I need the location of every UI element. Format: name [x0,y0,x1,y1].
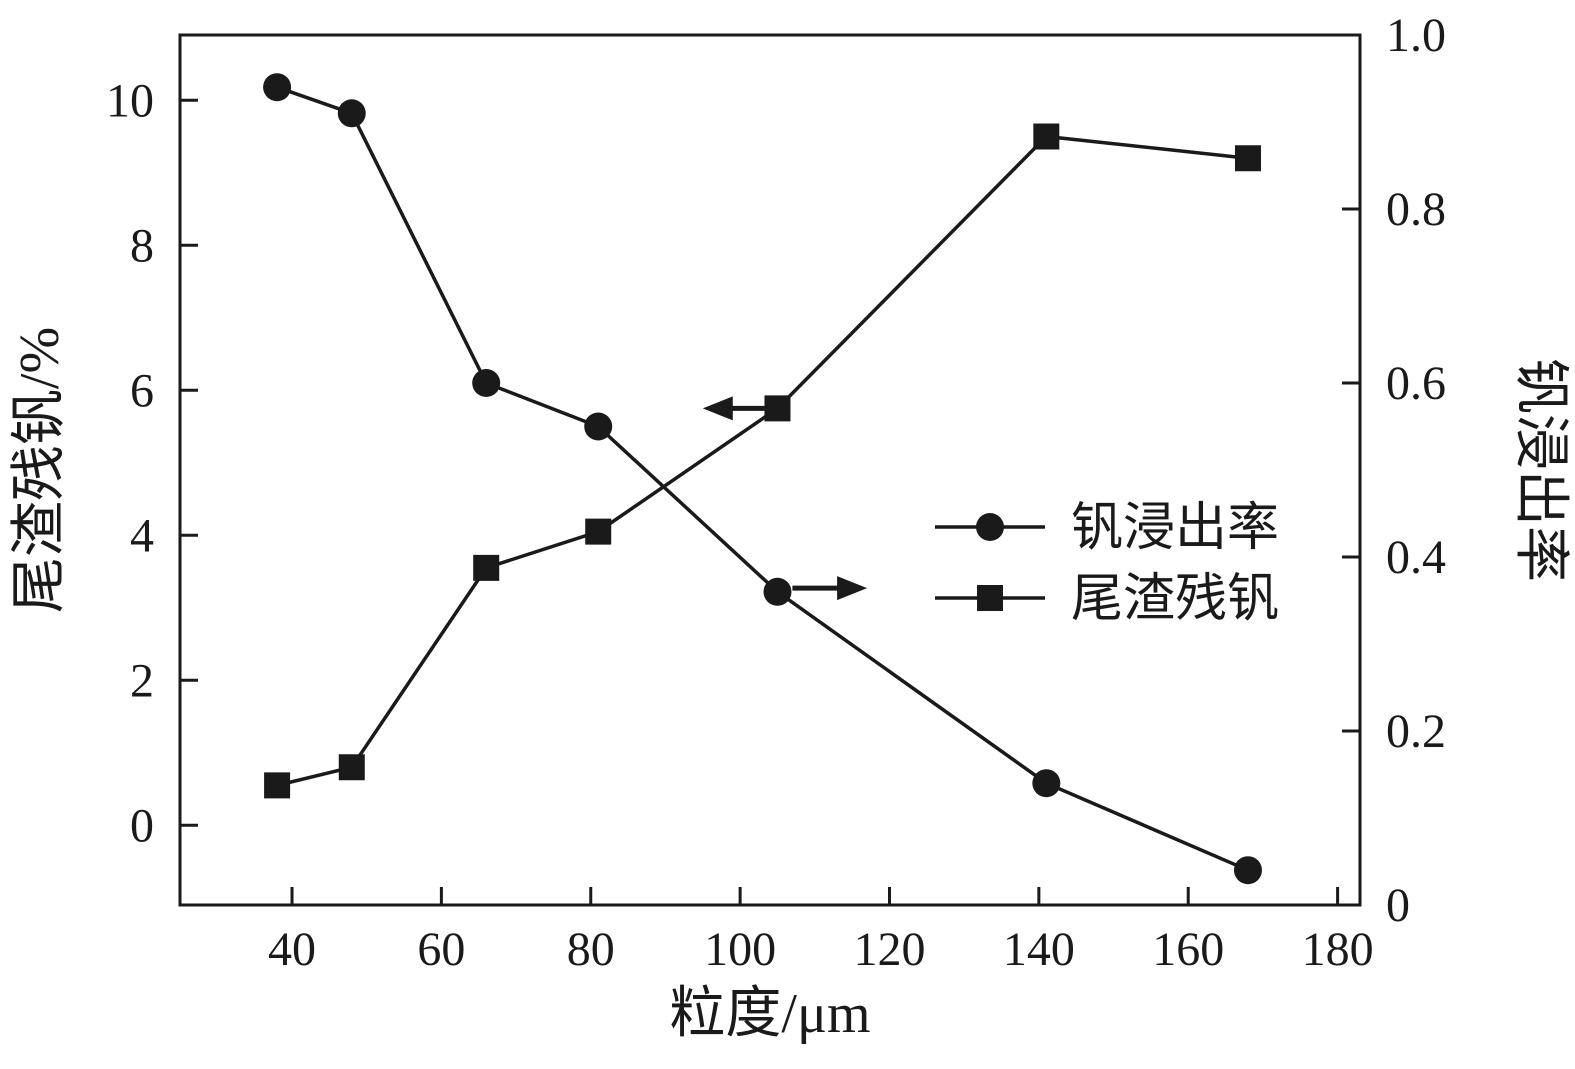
data-point-square [264,772,291,799]
x-tick-label: 180 [1302,923,1374,976]
x-tick-label: 140 [1003,923,1075,976]
right-tick-label: 0.6 [1386,357,1446,410]
left-axis-label: 尾渣残钒/% [9,327,71,613]
right-tick-label: 0.4 [1386,531,1446,584]
plot-frame [178,33,1362,907]
right-tick-label: 0.8 [1386,183,1446,236]
data-point-square [1033,123,1060,150]
left-tick-label: 6 [130,364,154,417]
legend-marker-circle [976,513,1004,541]
series-line-square [276,134,1249,788]
data-point-circle [337,99,366,128]
data-point-square [1234,145,1261,172]
data-point-square [585,518,612,545]
x-tick-label: 100 [704,923,776,976]
legend-label: 钒浸出率 [1071,500,1279,557]
right-axis-label: 钒浸出率 [1509,358,1571,582]
data-point-circle [584,412,613,441]
data-point-circle [1233,856,1262,885]
data-point-circle [472,369,501,397]
left-tick-label: 8 [130,219,154,272]
data-point-circle [1032,769,1061,798]
arrow-head-left-icon [702,396,733,421]
x-tick-label: 80 [567,923,615,976]
left-tick-label: 0 [130,799,154,852]
left-tick-label: 2 [130,654,154,707]
right-tick-label: 0 [1386,879,1410,932]
x-tick-label: 160 [1152,923,1224,976]
arrow-head-right-icon [837,576,868,601]
x-axis-label: 粒度/μm [669,983,870,1045]
data-point-square [473,554,500,581]
data-point-circle [763,577,792,606]
x-tick-label: 120 [853,923,925,976]
right-tick-label: 1.0 [1386,9,1446,62]
data-point-circle [263,73,292,102]
left-tick-label: 4 [130,509,154,562]
series-line-circle [276,85,1249,872]
right-tick-label: 0.2 [1386,705,1446,758]
data-point-square [338,754,365,781]
legend-label: 尾渣残钒 [1071,571,1279,628]
x-tick-label: 40 [268,923,316,976]
x-tick-label: 60 [417,923,465,976]
legend-marker-square [977,585,1003,611]
left-tick-label: 10 [106,74,154,127]
